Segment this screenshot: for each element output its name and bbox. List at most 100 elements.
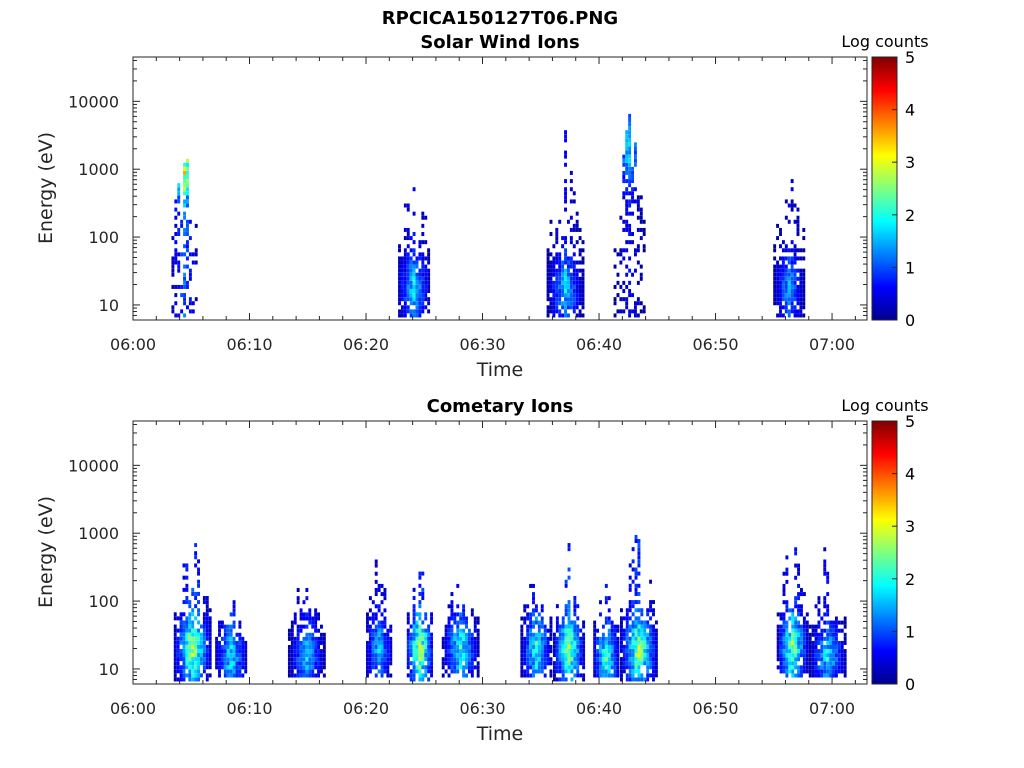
spectrogram-cell	[808, 645, 812, 650]
spectrogram-cell	[179, 648, 183, 653]
spectrogram-cell	[805, 665, 809, 670]
spectrogram-cell	[579, 644, 583, 649]
spectrogram-cell	[296, 632, 300, 637]
spectrogram-cell	[553, 673, 556, 678]
spectrogram-cell	[183, 227, 187, 232]
spectrogram-cell	[383, 592, 387, 597]
spectrogram-cell	[191, 665, 195, 670]
spectrogram-cell	[238, 673, 242, 678]
spectrogram-cell	[582, 636, 586, 641]
spectrogram-cell	[453, 653, 457, 658]
spectrogram-cell	[400, 284, 404, 289]
spectrogram-cell	[409, 276, 413, 281]
spectrogram-cell	[654, 620, 658, 625]
spectrogram-cell	[523, 636, 527, 641]
spectrogram-cell	[223, 624, 227, 629]
spectrogram-cell	[649, 628, 653, 633]
spectrogram-cell	[418, 289, 422, 294]
spectrogram-cell	[305, 653, 309, 658]
spectrogram-cell	[802, 592, 806, 597]
spectrogram-cell	[805, 649, 809, 654]
spectrogram-cell	[546, 276, 550, 281]
spectrogram-cell	[430, 665, 434, 670]
spectrogram-cell	[802, 628, 806, 633]
spectrogram-cell	[582, 632, 586, 637]
spectrogram-cell	[575, 223, 579, 228]
spectrogram-cell	[532, 645, 535, 650]
spectrogram-cell	[177, 195, 181, 200]
spectrogram-cell	[406, 289, 410, 294]
spectrogram-cell	[640, 636, 644, 641]
spectrogram-cell	[430, 640, 434, 645]
spectrogram-cell	[843, 673, 847, 678]
spectrogram-cell	[785, 567, 789, 572]
spectrogram-cell	[796, 293, 800, 298]
spectrogram-cell	[465, 636, 468, 641]
spectrogram-cell	[610, 657, 614, 662]
spectrogram-cell	[625, 223, 629, 228]
spectrogram-cell	[555, 636, 559, 641]
spectrogram-cell	[290, 673, 294, 678]
spectrogram-cell	[412, 284, 416, 289]
spectrogram-cell	[800, 608, 803, 613]
spectrogram-cell	[215, 653, 219, 658]
spectrogram-cell	[634, 620, 638, 625]
spectrogram-cell	[625, 653, 629, 658]
spectrogram-cell	[462, 620, 466, 625]
spectrogram-cell	[566, 268, 570, 273]
spectrogram-cell	[199, 661, 203, 666]
spectrogram-cell	[628, 293, 632, 298]
spectrogram-cell	[537, 632, 541, 637]
spectrogram-cell	[311, 657, 315, 662]
spectrogram-cell	[421, 252, 425, 257]
spectrogram-cell	[637, 669, 641, 674]
spectrogram-cell	[182, 628, 186, 633]
spectrogram-cell	[368, 640, 372, 645]
spectrogram-cell	[409, 653, 413, 658]
spectrogram-cell	[526, 645, 530, 650]
spectrogram-cell	[534, 669, 538, 674]
spectrogram-cell	[456, 628, 460, 633]
spectrogram-cell	[415, 272, 419, 277]
spectrogram-cell	[380, 624, 384, 629]
spectrogram-cell	[811, 645, 815, 650]
spectrogram-cell	[526, 628, 530, 633]
spectrogram-cell	[628, 150, 632, 155]
spectrogram-cell	[299, 665, 303, 670]
spectrogram-cell	[843, 657, 847, 662]
spectrogram-cell	[374, 653, 378, 658]
spectrogram-cell	[631, 612, 635, 617]
spectrogram-cell	[794, 649, 798, 654]
spectrogram-cell	[634, 661, 638, 666]
spectrogram-cell	[564, 240, 567, 245]
spectrogram-cell	[628, 183, 632, 188]
spectrogram-cell	[197, 567, 200, 572]
spectrogram-cell	[476, 636, 480, 641]
spectrogram-cell	[400, 272, 404, 277]
spectrogram-cell	[529, 583, 533, 588]
spectrogram-cell	[415, 276, 419, 281]
spectrogram-cell	[625, 150, 629, 155]
spectrogram-cell	[784, 301, 788, 306]
spectrogram-cell	[317, 616, 320, 621]
spectrogram-cell	[447, 649, 451, 654]
spectrogram-cell	[377, 636, 381, 641]
spectrogram-cell	[244, 665, 248, 670]
spectrogram-cell	[456, 657, 460, 662]
spectrogram-cell	[599, 653, 602, 658]
spectrogram-cell	[625, 207, 629, 212]
spectrogram-cell	[622, 195, 626, 200]
spectrogram-cell	[776, 649, 780, 654]
spectrogram-cell	[793, 313, 797, 318]
spectrogram-cell	[596, 661, 600, 666]
spectrogram-cell	[832, 673, 835, 678]
spectrogram-cell	[794, 657, 798, 662]
spectrogram-cell	[191, 632, 195, 637]
spectrogram-cell	[421, 276, 425, 281]
spectrogram-cell	[400, 313, 404, 318]
spectrogram-cell	[546, 309, 550, 314]
spectrogram-cell	[790, 256, 794, 261]
spectrogram-cell	[526, 649, 530, 654]
spectrogram-cell	[287, 632, 291, 637]
spectrogram-cell	[782, 669, 786, 674]
